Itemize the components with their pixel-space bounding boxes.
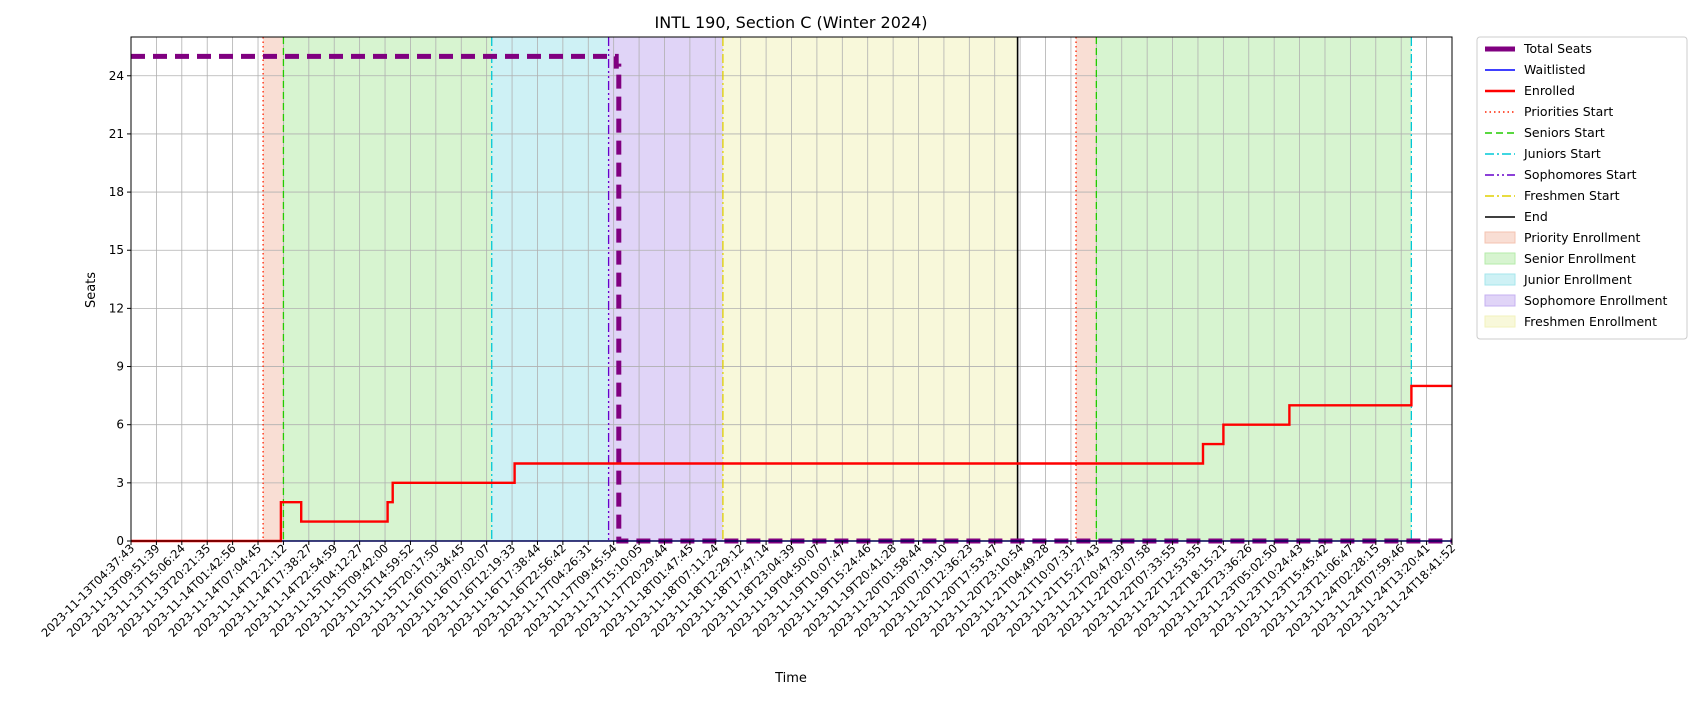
y-tick-label: 0 xyxy=(116,534,124,548)
legend-label-freshmen-start: Freshmen Start xyxy=(1524,188,1620,203)
region-freshmen-enrollment xyxy=(722,37,1018,541)
legend-label-seniors-start: Seniors Start xyxy=(1524,125,1605,140)
legend-label-sophomore-enrollment: Sophomore Enrollment xyxy=(1524,293,1668,308)
region-priority-enrollment xyxy=(1076,37,1097,541)
legend-label-senior-enrollment: Senior Enrollment xyxy=(1524,251,1636,266)
legend-label-end: End xyxy=(1524,209,1548,224)
legend-box xyxy=(1476,36,1688,340)
series-enrolled xyxy=(131,384,1452,543)
x-axis-label: Time xyxy=(774,671,807,686)
legend-label-junior-enrollment: Junior Enrollment xyxy=(1523,272,1632,287)
chart-title: INTL 190, Section C (Winter 2024) xyxy=(655,13,928,32)
legend-label-sophomores-start: Sophomores Start xyxy=(1524,167,1637,182)
region-senior-enrollment xyxy=(1096,37,1412,541)
y-tick-label: 12 xyxy=(109,301,124,315)
legend: Total Seats Waitlisted Enrolled Priorities … xyxy=(1476,36,1688,340)
legend-label-total-seats: Total Seats xyxy=(1523,41,1592,56)
legend-swatch-junior-enrollment xyxy=(1484,273,1516,286)
y-tick-label: 15 xyxy=(109,243,124,257)
legend-swatch-priority-enrollment xyxy=(1484,231,1516,244)
region-senior-enrollment xyxy=(283,37,492,541)
legend-label-freshmen-enrollment: Freshmen Enrollment xyxy=(1524,314,1657,329)
region-sophomore-enrollment xyxy=(608,37,723,541)
legend-swatch-freshmen-enrollment xyxy=(1484,315,1516,328)
y-tick-label: 24 xyxy=(109,69,124,83)
legend-label-priority-enrollment: Priority Enrollment xyxy=(1524,230,1641,245)
y-tick-label: 9 xyxy=(116,360,124,374)
region-priority-enrollment xyxy=(263,37,284,541)
y-axis-label: Seats xyxy=(84,272,99,308)
region-junior-enrollment xyxy=(491,37,609,541)
legend-label-juniors-start: Juniors Start xyxy=(1523,146,1601,161)
legend-swatch-senior-enrollment xyxy=(1484,252,1516,265)
y-tick-label: 3 xyxy=(116,476,124,490)
legend-label-enrolled: Enrolled xyxy=(1524,83,1575,98)
y-tick-label: 18 xyxy=(109,185,124,199)
plot-area: 036912151821242023-11-13T04:37:432023-11… xyxy=(38,36,1458,640)
legend-label-priorities-start: Priorities Start xyxy=(1524,104,1613,119)
y-tick-label: 6 xyxy=(116,418,124,432)
legend-swatch-sophomore-enrollment xyxy=(1484,294,1516,307)
legend-label-waitlisted: Waitlisted xyxy=(1524,62,1586,77)
y-tick-label: 21 xyxy=(109,127,124,141)
